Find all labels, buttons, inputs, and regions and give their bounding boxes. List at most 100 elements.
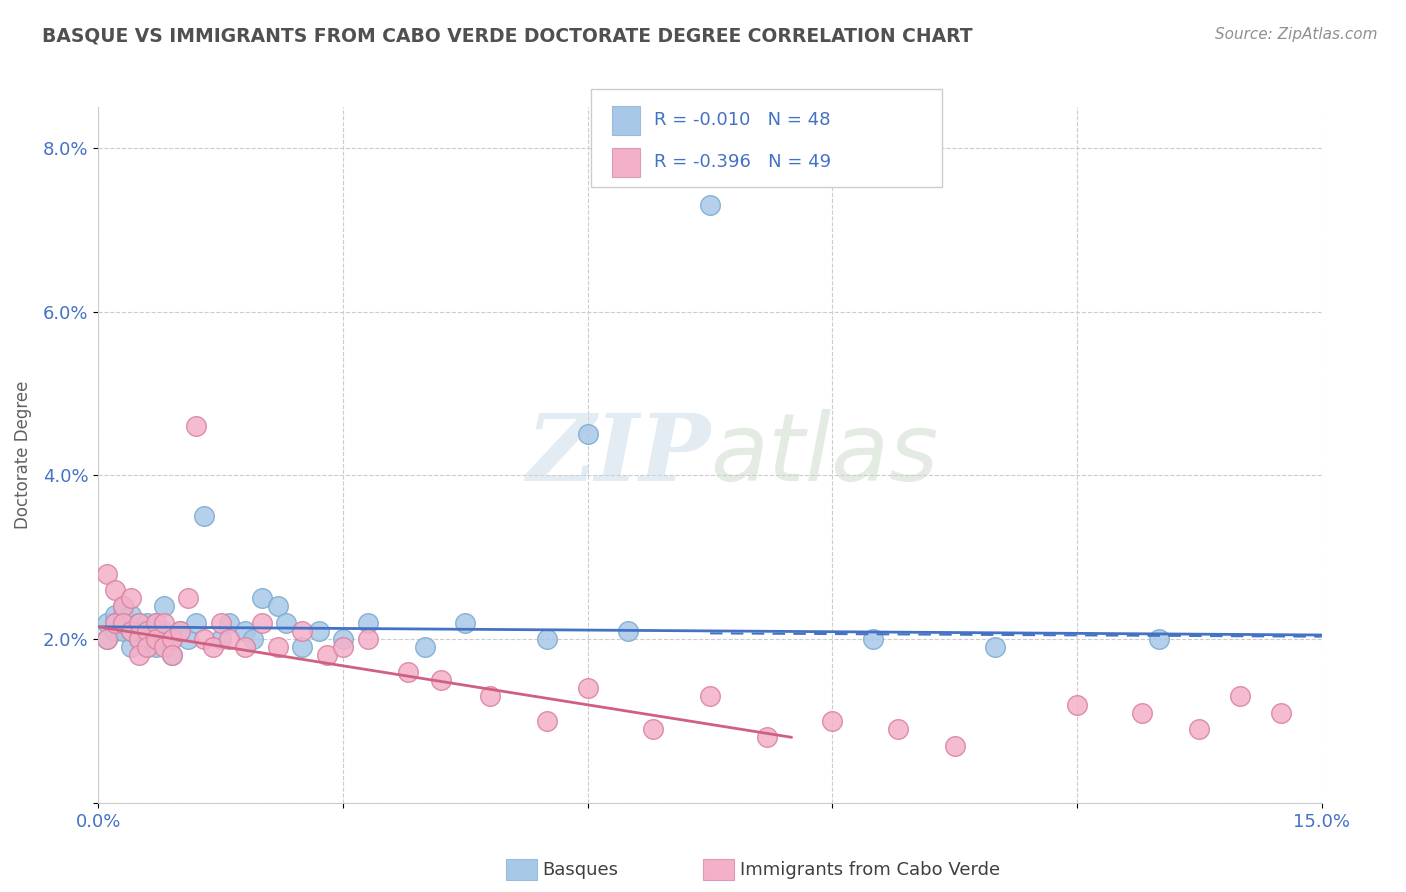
Point [160,632,183,646]
Text: atlas: atlas [710,409,938,500]
Point [136,640,159,655]
Point [617,624,640,638]
Point [699,690,721,704]
Point [356,632,378,646]
Point [128,615,150,630]
Point [111,599,134,614]
Point [267,599,290,614]
Point [821,714,844,728]
Point [250,591,273,606]
Point [641,722,664,736]
Point [128,615,150,630]
Point [1147,632,1170,646]
Point [128,648,150,663]
Text: Source: ZipAtlas.com: Source: ZipAtlas.com [1215,27,1378,42]
Point [128,632,150,646]
Point [169,624,191,638]
Point [120,624,142,638]
Point [233,624,256,638]
Point [145,632,167,646]
Point [111,599,134,614]
Point [756,731,779,745]
Point [242,632,264,646]
Point [104,624,127,638]
Point [454,615,477,630]
Point [984,640,1007,655]
Point [699,198,721,212]
Point [209,632,232,646]
Text: R = -0.010   N = 48: R = -0.010 N = 48 [654,112,831,129]
Point [267,640,290,655]
Point [250,615,273,630]
Point [332,632,354,646]
Point [96,632,118,646]
Point [396,665,419,679]
Point [536,632,558,646]
Point [111,615,134,630]
Point [128,624,150,638]
Point [145,640,167,655]
Point [96,632,118,646]
Point [111,607,134,622]
Point [308,624,330,638]
Point [1229,690,1251,704]
Point [120,640,142,655]
Point [1270,706,1292,720]
Point [136,640,159,655]
Point [193,509,215,524]
Point [218,632,240,646]
Point [96,615,118,630]
Point [291,640,314,655]
Point [862,632,884,646]
Point [152,615,174,630]
Point [104,615,127,630]
Point [111,624,134,638]
Point [104,582,127,597]
Point [186,419,208,434]
Point [145,615,167,630]
Point [291,624,314,638]
Text: Basques: Basques [543,861,619,879]
Point [1066,698,1088,712]
Point [201,640,224,655]
Point [120,591,142,606]
Point [315,648,337,663]
Point [1130,706,1153,720]
Point [104,615,127,630]
Point [152,599,174,614]
Point [233,640,256,655]
Point [120,624,142,638]
Point [413,640,436,655]
Point [274,615,297,630]
Point [193,632,215,646]
Point [152,632,174,646]
Point [160,648,183,663]
Point [209,615,232,630]
Point [145,615,167,630]
Point [160,632,183,646]
Text: Immigrants from Cabo Verde: Immigrants from Cabo Verde [740,861,1000,879]
Point [177,591,200,606]
Point [478,690,501,704]
Point [186,615,208,630]
Point [943,739,966,753]
Y-axis label: Doctorate Degree: Doctorate Degree [14,381,32,529]
Point [177,632,200,646]
Point [136,624,159,638]
Point [536,714,558,728]
Point [152,624,174,638]
Point [128,632,150,646]
Point [120,607,142,622]
Text: BASQUE VS IMMIGRANTS FROM CABO VERDE DOCTORATE DEGREE CORRELATION CHART: BASQUE VS IMMIGRANTS FROM CABO VERDE DOC… [42,27,973,45]
Point [430,673,453,687]
Point [1188,722,1211,736]
Text: R = -0.396   N = 49: R = -0.396 N = 49 [654,153,831,171]
Point [332,640,354,655]
Point [160,648,183,663]
Point [152,640,174,655]
Point [886,722,908,736]
Point [136,615,159,630]
Point [96,566,118,581]
Point [136,632,159,646]
Point [356,615,378,630]
